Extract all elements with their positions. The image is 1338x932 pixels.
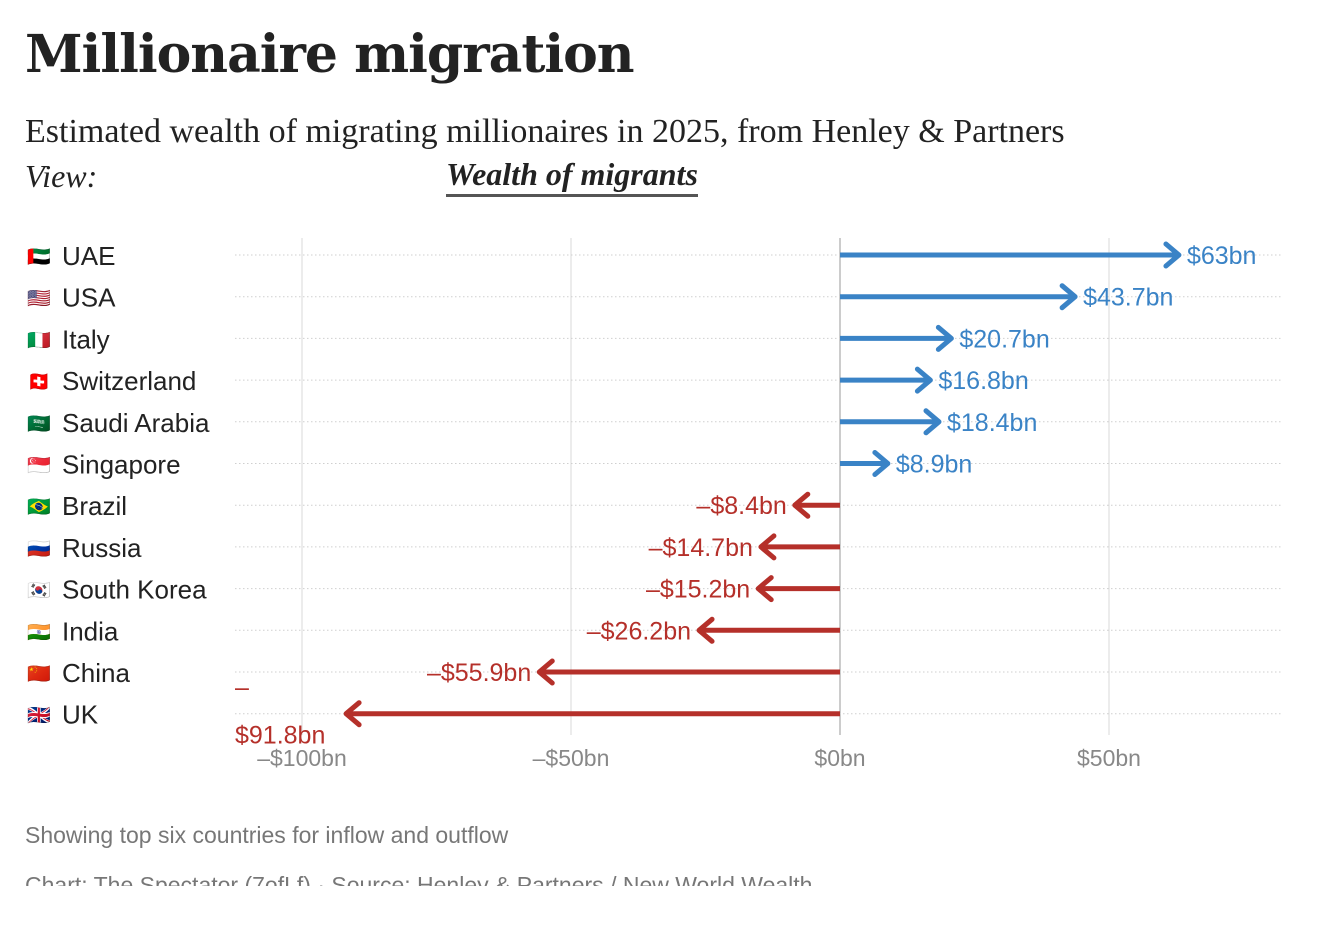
value-arrow-head bbox=[792, 491, 811, 519]
country-label: UK bbox=[62, 700, 99, 730]
value-arrow-head bbox=[1059, 283, 1078, 311]
value-arrow-head bbox=[935, 324, 954, 352]
country-label: Switzerland bbox=[62, 366, 196, 396]
value-arrow-head bbox=[923, 408, 942, 436]
data-label: $16.8bn bbox=[938, 367, 1028, 395]
country-flag-icon: 🇸🇦 bbox=[27, 413, 51, 435]
country-flag-icon: 🇧🇷 bbox=[27, 496, 51, 518]
chart-note: Showing top six countries for inflow and… bbox=[25, 822, 509, 848]
data-label: –$15.2bn bbox=[646, 576, 750, 604]
data-label: – $91.8bn bbox=[235, 674, 325, 750]
credit-clip: Chart: The Spectator (7ofLf) · Source: H… bbox=[25, 872, 1225, 886]
value-arrow-head bbox=[758, 533, 777, 561]
data-label: $43.7bn bbox=[1083, 284, 1173, 312]
data-label: $63bn bbox=[1187, 242, 1257, 270]
country-flag-icon: 🇨🇭 bbox=[27, 370, 51, 393]
country-label: India bbox=[62, 616, 119, 646]
view-label: View: bbox=[25, 158, 98, 194]
country-label: Brazil bbox=[62, 491, 127, 521]
country-flag-icon: 🇰🇷 bbox=[27, 580, 51, 602]
country-flag-icon: 🇮🇳 bbox=[27, 621, 51, 643]
data-label: –$55.9bn bbox=[427, 659, 531, 687]
country-label: UAE bbox=[62, 241, 115, 271]
value-arrow-head bbox=[696, 616, 715, 644]
country-flag-icon: 🇬🇧 bbox=[27, 705, 51, 727]
data-label: –$26.2bn bbox=[587, 617, 691, 645]
country-label: South Korea bbox=[62, 575, 207, 605]
value-arrow-head bbox=[536, 658, 555, 686]
data-label: –$8.4bn bbox=[696, 492, 786, 520]
value-arrow-head bbox=[343, 700, 362, 728]
country-label: Russia bbox=[62, 533, 142, 563]
data-label: $20.7bn bbox=[959, 325, 1049, 353]
chart-title: Millionaire migration bbox=[25, 24, 635, 85]
value-arrow-head bbox=[872, 450, 891, 477]
value-arrow-head bbox=[1163, 241, 1182, 269]
country-label: Saudi Arabia bbox=[62, 408, 210, 438]
country-label: USA bbox=[62, 283, 116, 313]
x-tick-label: –$100bn bbox=[257, 745, 347, 771]
country-label: Singapore bbox=[62, 450, 181, 480]
value-arrow-head bbox=[914, 366, 933, 394]
data-label: $18.4bn bbox=[947, 409, 1037, 437]
data-label: $8.9bn bbox=[896, 451, 972, 479]
country-label: Italy bbox=[62, 324, 110, 354]
value-arrow-head bbox=[755, 575, 774, 603]
country-flag-icon: 🇮🇹 bbox=[27, 329, 51, 351]
country-flag-icon: 🇨🇳 bbox=[27, 663, 51, 685]
x-tick-label: $50bn bbox=[1077, 745, 1141, 771]
view-selector-dropdown[interactable]: Wealth of migrants bbox=[446, 156, 698, 197]
chart-credit: Chart: The Spectator (7ofLf) · Source: H… bbox=[25, 872, 813, 886]
country-flag-icon: 🇸🇬 bbox=[27, 455, 51, 477]
chart-subtitle: Estimated wealth of migrating millionair… bbox=[25, 113, 1065, 150]
country-label: China bbox=[62, 658, 130, 688]
x-tick-label: $0bn bbox=[814, 745, 865, 771]
country-flag-icon: 🇺🇸 bbox=[27, 288, 51, 310]
x-tick-label: –$50bn bbox=[533, 745, 610, 771]
country-flag-icon: 🇦🇪 bbox=[27, 246, 51, 268]
arrow-bar-chart: –$100bn –$50bn $0bn $50bn 🇦🇪 UAE $63bn 🇺🇸 USA $43… bbox=[27, 238, 1282, 771]
data-label: –$14.7bn bbox=[649, 534, 753, 562]
country-flag-icon: 🇷🇺 bbox=[27, 538, 51, 560]
